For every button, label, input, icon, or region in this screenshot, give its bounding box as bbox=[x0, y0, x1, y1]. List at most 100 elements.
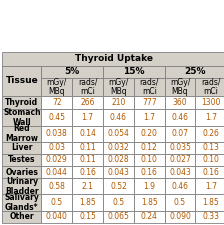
Bar bbox=[41, 194, 72, 211]
Text: 0.24: 0.24 bbox=[141, 212, 158, 221]
Bar bbox=[72, 178, 103, 194]
Bar bbox=[195, 194, 224, 211]
Bar bbox=[134, 142, 165, 154]
Bar bbox=[72, 211, 103, 223]
Text: Tissue: Tissue bbox=[5, 76, 38, 86]
Bar bbox=[165, 66, 224, 78]
Text: 0.45: 0.45 bbox=[48, 113, 65, 122]
Text: 1.7: 1.7 bbox=[82, 113, 94, 122]
Bar bbox=[134, 194, 165, 211]
Text: 25%: 25% bbox=[185, 68, 206, 76]
Text: rads/
mCi: rads/ mCi bbox=[140, 77, 159, 96]
Bar bbox=[195, 126, 224, 142]
Text: rads/
mCi: rads/ mCi bbox=[201, 77, 221, 96]
Bar bbox=[195, 109, 224, 126]
Bar bbox=[165, 96, 195, 109]
Bar bbox=[41, 142, 72, 154]
Bar bbox=[41, 211, 72, 223]
Text: Red
Marrow: Red Marrow bbox=[5, 124, 38, 143]
Bar bbox=[134, 109, 165, 126]
Bar bbox=[72, 142, 103, 154]
Text: mGy/
MBq: mGy/ MBq bbox=[47, 77, 67, 96]
Text: Liver: Liver bbox=[11, 143, 32, 152]
Bar bbox=[165, 178, 195, 194]
Text: 0.090: 0.090 bbox=[169, 212, 191, 221]
Bar bbox=[165, 194, 195, 211]
Bar bbox=[72, 78, 103, 96]
Text: 210: 210 bbox=[111, 98, 126, 107]
Text: Salivary
Glands*: Salivary Glands* bbox=[4, 193, 39, 212]
Bar bbox=[41, 66, 103, 78]
Bar bbox=[103, 154, 134, 166]
Bar bbox=[165, 109, 195, 126]
Text: 0.5: 0.5 bbox=[112, 198, 125, 207]
Text: 1.9: 1.9 bbox=[143, 182, 155, 191]
Text: 0.035: 0.035 bbox=[169, 143, 191, 152]
Text: 0.15: 0.15 bbox=[79, 212, 96, 221]
Text: 1.7: 1.7 bbox=[205, 182, 217, 191]
Text: 0.26: 0.26 bbox=[202, 129, 219, 138]
Text: 0.5: 0.5 bbox=[174, 198, 186, 207]
Bar bbox=[2, 194, 41, 211]
Text: 0.03: 0.03 bbox=[48, 143, 65, 152]
Text: 0.52: 0.52 bbox=[110, 182, 127, 191]
Text: 0.33: 0.33 bbox=[202, 212, 219, 221]
Text: 0.13: 0.13 bbox=[202, 143, 219, 152]
Bar bbox=[2, 126, 41, 142]
Text: 0.07: 0.07 bbox=[172, 129, 189, 138]
Text: 0.11: 0.11 bbox=[79, 155, 96, 164]
Bar bbox=[195, 142, 224, 154]
Text: 0.040: 0.040 bbox=[46, 212, 68, 221]
Text: 0.027: 0.027 bbox=[169, 155, 191, 164]
Text: Thyroid: Thyroid bbox=[5, 98, 38, 107]
Bar bbox=[165, 142, 195, 154]
Bar bbox=[195, 96, 224, 109]
Bar bbox=[2, 178, 41, 194]
Bar bbox=[41, 96, 72, 109]
Text: Stomach
Wall: Stomach Wall bbox=[3, 108, 41, 127]
Text: 0.46: 0.46 bbox=[110, 113, 127, 122]
Text: 0.028: 0.028 bbox=[108, 155, 129, 164]
Bar bbox=[195, 154, 224, 166]
Bar bbox=[165, 166, 195, 178]
Bar bbox=[103, 78, 134, 96]
Text: 0.46: 0.46 bbox=[172, 113, 189, 122]
Text: 5%: 5% bbox=[65, 68, 80, 76]
Bar bbox=[165, 211, 195, 223]
Text: 0.054: 0.054 bbox=[108, 129, 129, 138]
Text: 72: 72 bbox=[52, 98, 62, 107]
Text: 1300: 1300 bbox=[201, 98, 220, 107]
Text: Urinary
Bladder: Urinary Bladder bbox=[5, 177, 39, 196]
Text: 15%: 15% bbox=[123, 68, 144, 76]
Text: mGy/
MBq: mGy/ MBq bbox=[170, 77, 190, 96]
Text: 0.10: 0.10 bbox=[202, 155, 219, 164]
Bar bbox=[2, 66, 41, 96]
Text: 0.032: 0.032 bbox=[108, 143, 129, 152]
Bar bbox=[134, 166, 165, 178]
Bar bbox=[195, 211, 224, 223]
Text: 0.11: 0.11 bbox=[79, 143, 96, 152]
Bar bbox=[195, 78, 224, 96]
Text: 0.46: 0.46 bbox=[172, 182, 189, 191]
Bar bbox=[41, 178, 72, 194]
Bar bbox=[165, 154, 195, 166]
Bar bbox=[2, 52, 224, 66]
Text: 2.1: 2.1 bbox=[82, 182, 94, 191]
Text: 266: 266 bbox=[80, 98, 95, 107]
Bar bbox=[41, 154, 72, 166]
Bar bbox=[134, 178, 165, 194]
Bar bbox=[41, 166, 72, 178]
Text: Thyroid Uptake: Thyroid Uptake bbox=[75, 54, 153, 63]
Bar bbox=[72, 126, 103, 142]
Bar bbox=[2, 166, 41, 178]
Text: 1.7: 1.7 bbox=[205, 113, 217, 122]
Bar bbox=[2, 142, 41, 154]
Text: 0.043: 0.043 bbox=[169, 168, 191, 177]
Text: 0.043: 0.043 bbox=[108, 168, 129, 177]
Text: 0.044: 0.044 bbox=[46, 168, 68, 177]
Text: 1.85: 1.85 bbox=[141, 198, 158, 207]
Text: Other: Other bbox=[10, 212, 34, 221]
Text: 0.029: 0.029 bbox=[46, 155, 68, 164]
Text: 0.14: 0.14 bbox=[79, 129, 96, 138]
Bar bbox=[2, 154, 41, 166]
